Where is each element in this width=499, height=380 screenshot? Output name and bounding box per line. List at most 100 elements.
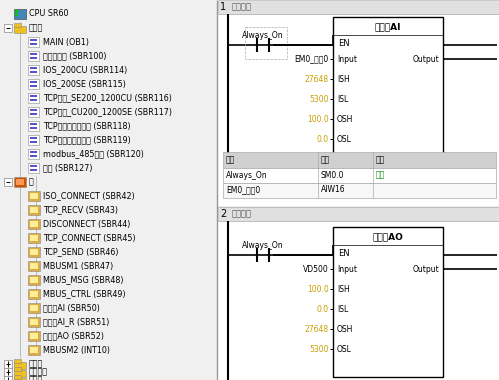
Text: 模拟量示例 (SBR100): 模拟量示例 (SBR100) (43, 52, 106, 60)
Text: modbus_485程序 (SBR120): modbus_485程序 (SBR120) (43, 149, 144, 158)
Text: 100.0: 100.0 (307, 285, 329, 293)
Text: MBUS_CTRL (SBR49): MBUS_CTRL (SBR49) (43, 290, 126, 299)
Text: Always_On: Always_On (242, 241, 284, 250)
Text: 程序块: 程序块 (29, 24, 43, 33)
Text: AIW16: AIW16 (321, 185, 346, 195)
Bar (30, 137, 37, 139)
Bar (28, 135, 39, 145)
Text: OSH: OSH (337, 114, 353, 124)
Text: VD500: VD500 (303, 264, 329, 274)
Bar (28, 345, 40, 355)
Text: OSL: OSL (337, 135, 352, 144)
Text: 时钟 (SBR127): 时钟 (SBR127) (43, 163, 92, 173)
Bar (4, 178, 12, 186)
Text: ISL: ISL (337, 95, 348, 103)
Text: 5300: 5300 (309, 95, 329, 103)
Bar (223, 168, 496, 183)
Bar (4, 24, 12, 32)
Bar (245, 27, 287, 59)
Bar (28, 149, 39, 159)
Bar (30, 169, 37, 171)
Bar (4, 368, 12, 376)
Bar (30, 305, 38, 311)
Bar (28, 205, 40, 215)
Text: TCP开放_CU200_1200SE (SBR117): TCP开放_CU200_1200SE (SBR117) (43, 108, 172, 117)
Bar (14, 26, 26, 33)
Text: ISL: ISL (337, 304, 348, 313)
Bar (30, 67, 37, 69)
Bar (30, 291, 38, 297)
Text: 注释: 注释 (376, 155, 385, 165)
Bar (30, 333, 38, 339)
Bar (28, 51, 39, 61)
Text: DISCONNECT (SBR44): DISCONNECT (SBR44) (43, 220, 130, 228)
Text: 数据块: 数据块 (29, 375, 43, 380)
Text: SM0.0: SM0.0 (321, 171, 344, 179)
Text: 输入注释: 输入注释 (232, 3, 252, 11)
Bar (28, 163, 39, 173)
Text: 符号表: 符号表 (29, 359, 43, 369)
Text: 始终: 始终 (376, 171, 385, 179)
Bar (30, 81, 37, 83)
Text: 地址: 地址 (321, 155, 330, 165)
Bar (30, 123, 37, 125)
Bar (30, 235, 38, 241)
Bar (28, 331, 40, 341)
Bar (0, 0, 217, 380)
Bar (30, 165, 37, 167)
Bar (30, 109, 37, 111)
Text: OSL: OSL (337, 345, 352, 353)
Bar (15, 14, 18, 16)
Bar (28, 79, 39, 89)
Text: 符号: 符号 (226, 155, 235, 165)
Bar (4, 376, 12, 380)
Bar (30, 141, 37, 143)
Bar (28, 233, 40, 243)
Bar (333, 17, 443, 172)
Text: IOS_200SE (SBR115): IOS_200SE (SBR115) (43, 79, 126, 89)
Bar (14, 362, 26, 369)
Text: 模拟量AO: 模拟量AO (373, 233, 403, 242)
Text: ISO_CONNECT (SBR42): ISO_CONNECT (SBR42) (43, 192, 135, 201)
Text: 模拟量AI_R (SBR51): 模拟量AI_R (SBR51) (43, 318, 109, 326)
Bar (28, 261, 40, 271)
Text: OSH: OSH (337, 325, 353, 334)
Text: 库: 库 (29, 177, 34, 187)
Bar (28, 303, 40, 313)
Text: Input: Input (337, 54, 357, 63)
Bar (30, 95, 37, 97)
Bar (218, 0, 499, 14)
Bar (30, 85, 37, 87)
Bar (28, 121, 39, 131)
Bar (30, 71, 37, 73)
Text: MBUS_MSG (SBR48): MBUS_MSG (SBR48) (43, 276, 123, 285)
Text: EN: EN (338, 40, 350, 49)
Bar (28, 191, 40, 201)
Bar (14, 367, 21, 371)
Text: TCP_RECV (SBR43): TCP_RECV (SBR43) (43, 206, 118, 214)
Text: Input: Input (337, 264, 357, 274)
Text: MBUSM2 (INT10): MBUSM2 (INT10) (43, 345, 110, 355)
Bar (14, 359, 21, 363)
Bar (218, 207, 499, 221)
Text: ISH: ISH (337, 74, 350, 84)
Bar (30, 319, 38, 325)
Text: EM0_输八0: EM0_输八0 (226, 185, 260, 195)
Bar (30, 113, 37, 115)
Bar (28, 275, 40, 285)
Text: MAIN (OB1): MAIN (OB1) (43, 38, 89, 46)
Bar (14, 370, 26, 377)
Text: CPU SR60: CPU SR60 (29, 10, 68, 19)
Bar (30, 249, 38, 255)
Bar (223, 152, 496, 168)
Bar (30, 347, 38, 353)
Bar (28, 317, 40, 327)
Bar (30, 221, 38, 227)
Text: 模拟量AO (SBR52): 模拟量AO (SBR52) (43, 331, 104, 340)
Text: Always_On: Always_On (226, 171, 267, 179)
Text: Output: Output (412, 54, 439, 63)
Bar (30, 99, 37, 101)
Bar (333, 227, 443, 377)
Bar (30, 277, 38, 283)
Bar (4, 360, 12, 368)
